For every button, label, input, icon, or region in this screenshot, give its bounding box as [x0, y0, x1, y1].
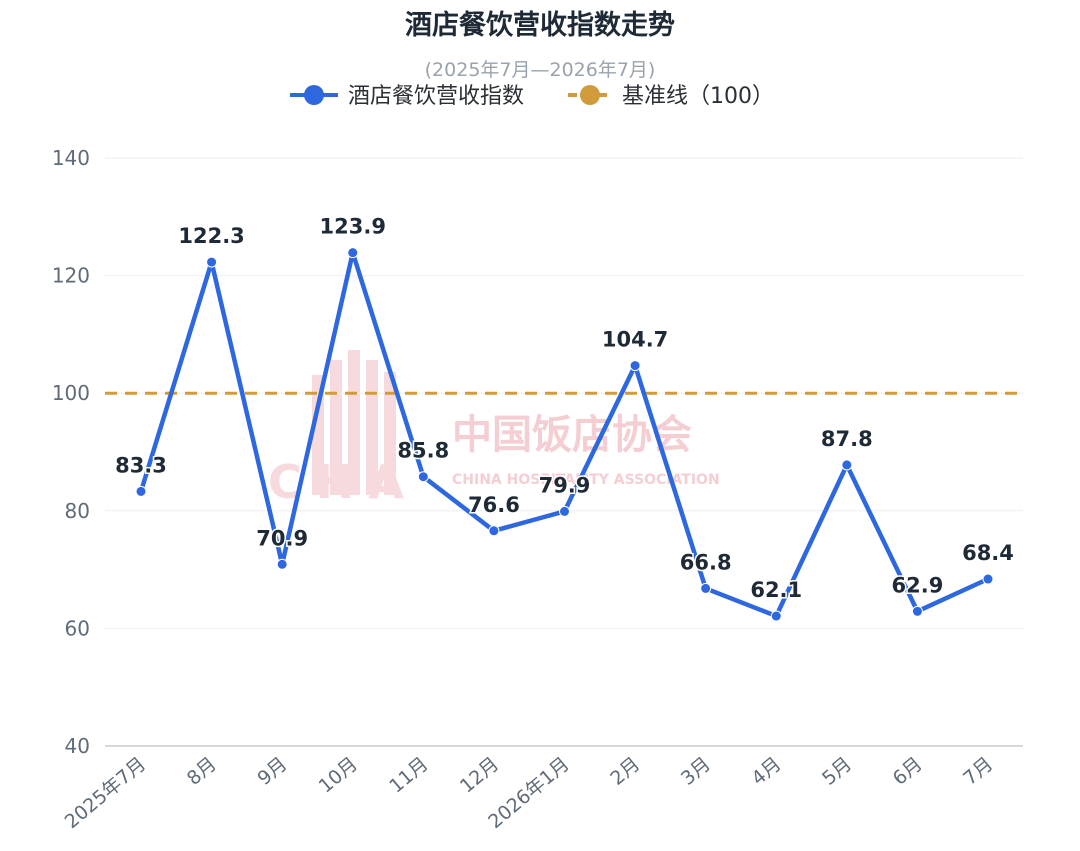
data-label-10: 87.8 [821, 427, 873, 451]
data-label-6: 79.9 [539, 473, 591, 497]
x-tick-label-5: 12月 [456, 753, 503, 798]
x-tick-label-10: 5月 [818, 753, 856, 790]
data-point-12 [982, 573, 994, 585]
chart-title: 酒店餐饮营收指数走势 [405, 10, 675, 41]
data-point-2 [276, 558, 288, 570]
x-tick-label-11: 6月 [889, 753, 927, 790]
data-point-3 [347, 247, 359, 259]
data-point-9 [770, 610, 782, 622]
x-tick-label-1: 8月 [183, 753, 221, 790]
y-tick-label-100: 100 [52, 381, 90, 405]
x-tick-label-12: 7月 [959, 753, 997, 790]
data-label-11: 62.9 [892, 573, 944, 597]
data-label-3: 123.9 [320, 215, 386, 239]
data-label-0: 83.3 [115, 453, 167, 477]
y-tick-label-60: 60 [65, 616, 90, 640]
y-tick-label-40: 40 [65, 734, 90, 758]
legend-marker-baseline [580, 85, 600, 105]
x-tick-label-4: 11月 [385, 753, 432, 798]
y-tick-label-140: 140 [52, 146, 90, 170]
watermark-logo: CHA 中国饭店协会 CHINA HOSPITALITY ASSOCIATION [268, 350, 720, 509]
legend: 酒店餐饮营收指数 基准线（100） [290, 84, 774, 109]
x-tick-label-8: 3月 [677, 753, 715, 790]
data-point-5 [488, 525, 500, 537]
data-label-4: 85.8 [397, 439, 449, 463]
x-tick-label-7: 2月 [606, 753, 644, 790]
data-point-7 [629, 360, 641, 372]
data-label-2: 70.9 [256, 526, 308, 550]
y-tick-label-120: 120 [52, 264, 90, 288]
data-point-0 [135, 485, 147, 497]
y-tick-label-80: 80 [65, 499, 90, 523]
x-tick-label-2: 9月 [253, 753, 291, 790]
data-label-9: 62.1 [750, 578, 802, 602]
legend-item-index[interactable]: 酒店餐饮营收指数 [290, 84, 524, 109]
data-label-12: 68.4 [962, 541, 1014, 565]
legend-label-index: 酒店餐饮营收指数 [348, 84, 524, 109]
watermark-logo-text: CHA [268, 455, 418, 509]
data-point-4 [417, 471, 429, 483]
x-tick-label-0: 2025年7月 [61, 753, 151, 833]
data-labels: 83.3 122.3 70.9 123.9 85.8 76.6 79.9 104.7 66.8 6… [114, 213, 1016, 603]
legend-item-baseline[interactable]: 基准线（100） [568, 84, 774, 109]
data-point-11 [911, 605, 923, 617]
data-point-8 [700, 582, 712, 594]
data-point-10 [841, 459, 853, 471]
series-group [135, 247, 994, 622]
x-tick-label-3: 10月 [315, 753, 362, 798]
legend-marker-index [304, 85, 324, 105]
legend-label-baseline: 基准线（100） [622, 84, 774, 109]
data-label-1: 122.3 [178, 224, 244, 248]
data-label-5: 76.6 [468, 493, 520, 517]
y-axis: 40 60 80 100 120 140 [52, 146, 90, 758]
watermark-en: CHINA HOSPITALITY ASSOCIATION [452, 472, 720, 488]
data-point-1 [206, 256, 218, 268]
data-point-6 [559, 505, 570, 517]
x-tick-label-9: 4月 [748, 753, 786, 790]
chart-subtitle: (2025年7月—2026年7月) [425, 59, 656, 81]
data-label-8: 66.8 [680, 550, 732, 574]
data-label-7: 104.7 [602, 328, 668, 352]
